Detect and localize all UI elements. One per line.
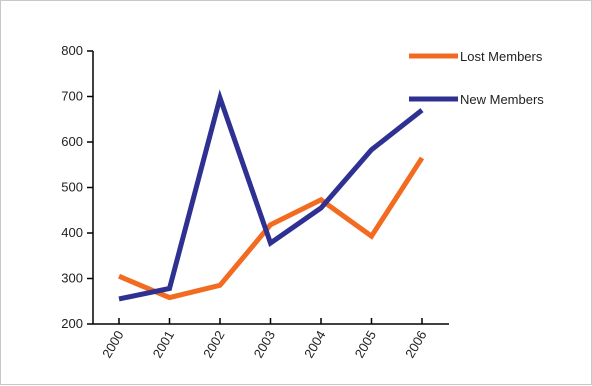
legend-label-0: Lost Members xyxy=(460,49,543,64)
y-tick-label: 500 xyxy=(61,180,83,195)
y-tick-label: 400 xyxy=(61,225,83,240)
x-tick-label: 2003 xyxy=(251,328,278,361)
series-line-0 xyxy=(118,156,425,301)
y-tick-label: 200 xyxy=(61,316,83,331)
legend-label-1: New Members xyxy=(460,92,544,107)
x-tick-label: 2001 xyxy=(150,328,177,361)
x-tick-label: 2005 xyxy=(352,328,379,361)
x-tick-label: 2004 xyxy=(301,328,328,361)
y-axis-ticks: 200 300 400 500 600 700 800 xyxy=(61,43,93,331)
y-tick-label: 800 xyxy=(61,43,83,58)
y-tick-label: 700 xyxy=(61,89,83,104)
y-tick-label: 600 xyxy=(61,134,83,149)
x-tick-label: 2006 xyxy=(402,328,429,361)
y-tick-label: 300 xyxy=(61,271,83,286)
legend: Lost Members New Members xyxy=(409,49,544,107)
series-lines xyxy=(118,89,425,302)
x-tick-label: 2002 xyxy=(200,328,227,361)
series-line-1 xyxy=(118,89,424,302)
x-tick-label: 2000 xyxy=(99,328,126,361)
